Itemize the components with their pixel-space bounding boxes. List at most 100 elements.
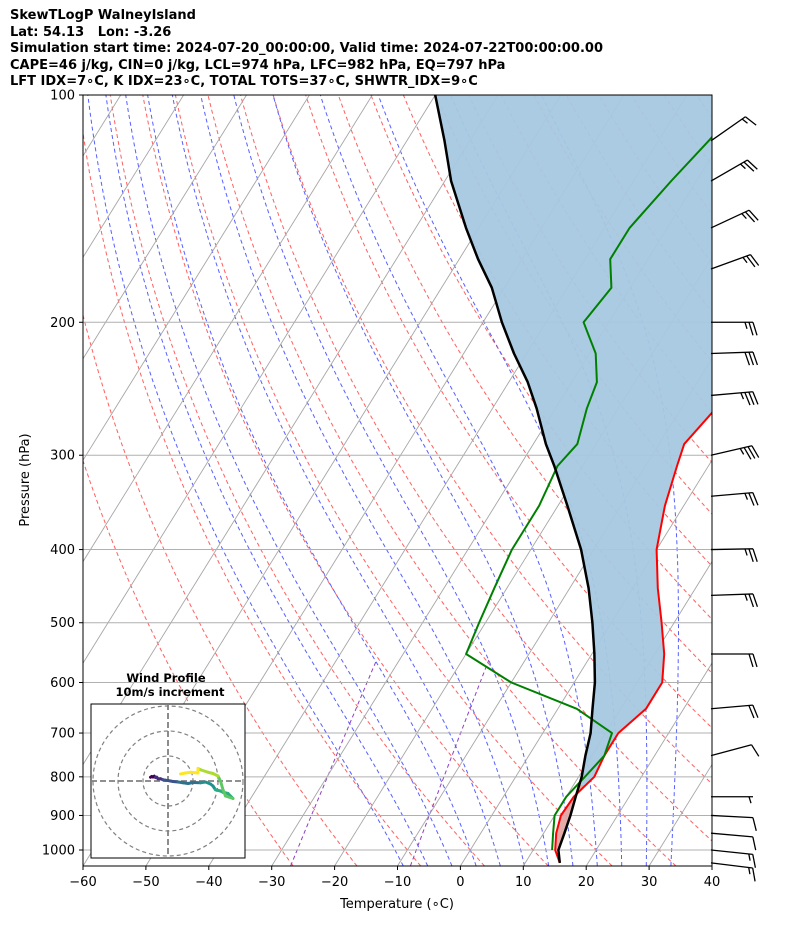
wind-barb — [710, 849, 757, 868]
chart-title: SkewTLogP WalneyIsland — [10, 8, 196, 23]
barb-shaft — [710, 209, 750, 229]
dry-adiabat — [240, 95, 712, 842]
y-tick-label: 1000 — [42, 844, 75, 859]
location-line: Lat: 54.13 Lon: -3.26 — [10, 24, 172, 40]
wind-barb — [710, 704, 759, 719]
axes: −60 −50 −40 −30 −20 −10 0 10 20 30 40 100 200 300 400 5… — [42, 89, 720, 891]
barb-feather — [752, 653, 758, 668]
dry-adiabat — [729, 95, 794, 866]
barb-feather — [748, 209, 759, 221]
barb-half-feather — [742, 256, 748, 264]
y-tick-label: 200 — [50, 316, 75, 331]
dry-adiabat — [83, 459, 294, 866]
barb-feather — [743, 447, 752, 460]
barb-shaft — [710, 744, 752, 757]
wind-barb — [710, 159, 758, 182]
x-tick-label: 0 — [456, 875, 464, 890]
wind-barb — [711, 321, 758, 336]
barb-shaft — [710, 159, 748, 182]
y-tick-label: 400 — [50, 543, 75, 558]
wind-barb — [711, 653, 758, 668]
barb-shaft — [710, 445, 753, 456]
wind-barb — [710, 445, 760, 460]
barb-shaft — [710, 254, 751, 270]
x-tick-label: 30 — [641, 875, 658, 890]
barb-feather — [751, 744, 760, 757]
barb-half-feather — [744, 593, 748, 601]
barb-half-feather — [744, 548, 748, 556]
barb-feather — [752, 593, 759, 607]
y-axis-label: Pressure (hPa) — [18, 433, 33, 526]
y-tick-label: 900 — [50, 809, 75, 824]
parcel-line — [433, 95, 597, 864]
chart-header: SkewTLogP WalneyIsland Lat: 54.13 Lon: -… — [10, 8, 603, 91]
barb-half-feather — [744, 322, 748, 329]
barb-shaft — [710, 351, 753, 355]
barb-feather — [745, 116, 757, 126]
x-tick-label: −50 — [132, 875, 159, 890]
moist-adiabat — [319, 95, 598, 866]
barb-shaft — [710, 849, 753, 856]
moist-adiabat — [541, 95, 679, 866]
x-tick-label: 40 — [704, 875, 721, 890]
wind-barb — [710, 116, 757, 142]
barb-feather — [743, 161, 755, 172]
inset-plot-area — [91, 704, 245, 858]
y-tick-label: 800 — [50, 770, 75, 785]
cape-fill — [435, 95, 712, 785]
barb-shaft — [710, 593, 753, 597]
barb-shaft — [710, 391, 753, 397]
x-tick-label: 10 — [515, 875, 532, 890]
wind-barb — [710, 391, 759, 406]
moist-adiabat — [125, 95, 453, 866]
barb-feather — [752, 322, 758, 336]
wind-barb — [710, 491, 759, 506]
barb-half-feather — [748, 867, 751, 875]
moist-adiabat — [233, 95, 550, 866]
barb-half-feather — [740, 392, 745, 400]
wind-barb — [710, 832, 757, 851]
barb-shaft — [710, 704, 753, 710]
barb-feather — [752, 492, 759, 506]
x-tick-label: −10 — [384, 875, 411, 890]
isotherm — [711, 865, 712, 866]
isotherm — [83, 95, 436, 664]
wind-barb — [710, 209, 759, 229]
dry-adiabat — [83, 313, 358, 866]
y-tick-label: 700 — [50, 727, 75, 742]
inset-title: Wind Profile — [126, 671, 206, 685]
barb-feather — [752, 548, 758, 562]
barb-shaft — [710, 548, 754, 551]
barb-feather — [751, 445, 760, 458]
x-tick-label: −20 — [321, 875, 348, 890]
barb-feather — [749, 254, 760, 266]
moist-adiabat — [171, 95, 501, 866]
indices-line: LFT IDX=7∘C, K IDX=23∘C, TOTAL TOTS=37∘C… — [10, 74, 478, 89]
x-axis-label: Temperature (∘C) — [339, 897, 454, 912]
wind-barb — [710, 744, 760, 757]
barb-feather — [748, 322, 754, 336]
barb-feather — [748, 593, 755, 608]
barb-half-feather — [744, 493, 749, 500]
moist-adiabat — [200, 95, 525, 866]
isotherm — [83, 95, 373, 563]
hodograph-segment — [219, 779, 225, 792]
barb-shaft — [710, 491, 753, 497]
barb-feather — [752, 704, 759, 718]
wind-barb — [710, 593, 759, 608]
inset-subtitle: 10m/s increment — [116, 685, 225, 699]
temperature-line — [554, 411, 712, 864]
barb-feather — [744, 211, 756, 223]
wind-barb — [710, 814, 757, 832]
x-tick-label: 20 — [578, 875, 595, 890]
dry-adiabat — [83, 130, 422, 866]
data-lines — [433, 95, 712, 864]
barb-half-feather — [739, 448, 745, 455]
mixing-ratio-line — [409, 659, 490, 866]
barb-half-feather — [748, 796, 752, 804]
isotherm — [460, 459, 712, 866]
wind-barb — [710, 351, 759, 366]
barb-half-feather — [740, 163, 746, 170]
barb-shaft — [710, 862, 753, 869]
